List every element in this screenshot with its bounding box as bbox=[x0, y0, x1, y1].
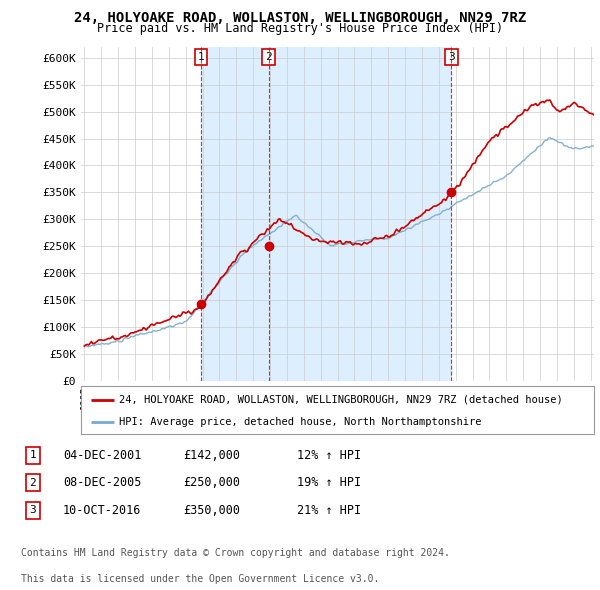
Text: 3: 3 bbox=[448, 52, 455, 62]
Text: Contains HM Land Registry data © Crown copyright and database right 2024.: Contains HM Land Registry data © Crown c… bbox=[21, 548, 450, 558]
Text: HPI: Average price, detached house, North Northamptonshire: HPI: Average price, detached house, Nort… bbox=[119, 417, 482, 427]
Text: 24, HOLYOAKE ROAD, WOLLASTON, WELLINGBOROUGH, NN29 7RZ: 24, HOLYOAKE ROAD, WOLLASTON, WELLINGBOR… bbox=[74, 11, 526, 25]
Text: 10-OCT-2016: 10-OCT-2016 bbox=[63, 504, 142, 517]
Bar bbox=[269, 47, 451, 381]
Text: 24, HOLYOAKE ROAD, WOLLASTON, WELLINGBOROUGH, NN29 7RZ (detached house): 24, HOLYOAKE ROAD, WOLLASTON, WELLINGBOR… bbox=[119, 395, 563, 405]
Text: 04-DEC-2001: 04-DEC-2001 bbox=[63, 449, 142, 462]
Text: 19% ↑ HPI: 19% ↑ HPI bbox=[297, 476, 361, 489]
Text: 21% ↑ HPI: 21% ↑ HPI bbox=[297, 504, 361, 517]
Text: This data is licensed under the Open Government Licence v3.0.: This data is licensed under the Open Gov… bbox=[21, 574, 379, 584]
Text: £250,000: £250,000 bbox=[183, 476, 240, 489]
Text: 1: 1 bbox=[29, 451, 37, 460]
Text: £350,000: £350,000 bbox=[183, 504, 240, 517]
Text: 12% ↑ HPI: 12% ↑ HPI bbox=[297, 449, 361, 462]
Text: Price paid vs. HM Land Registry's House Price Index (HPI): Price paid vs. HM Land Registry's House … bbox=[97, 22, 503, 35]
Text: £142,000: £142,000 bbox=[183, 449, 240, 462]
Text: 08-DEC-2005: 08-DEC-2005 bbox=[63, 476, 142, 489]
Text: 2: 2 bbox=[265, 52, 272, 62]
Text: 1: 1 bbox=[198, 52, 205, 62]
Text: 2: 2 bbox=[29, 478, 37, 487]
Text: 3: 3 bbox=[29, 506, 37, 515]
Bar bbox=[201, 47, 269, 381]
